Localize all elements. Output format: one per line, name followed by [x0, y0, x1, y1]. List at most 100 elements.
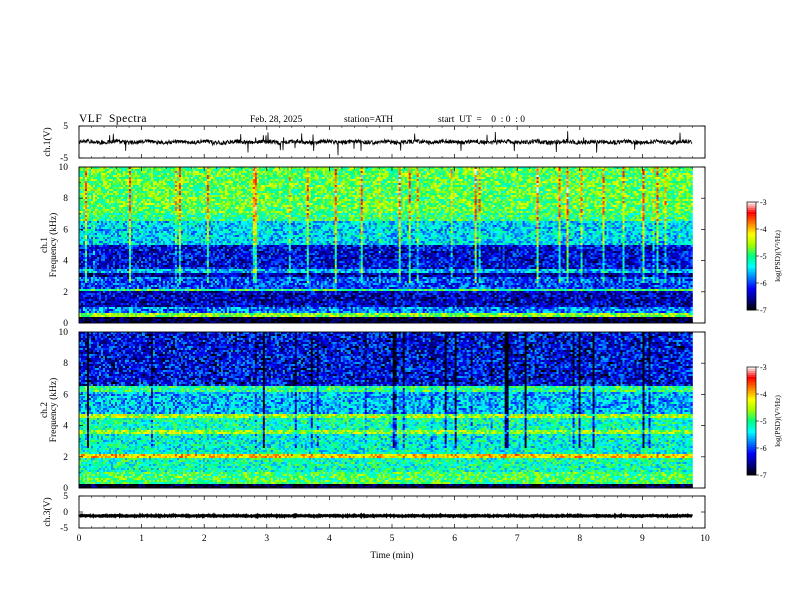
colorbar-cell	[747, 417, 756, 420]
colorbar-cell	[747, 218, 756, 221]
y-tick-label: 4	[63, 422, 68, 432]
colorbar-cell	[747, 212, 756, 215]
colorbar-cell	[747, 433, 756, 436]
colorbar-cell	[747, 286, 756, 289]
colorbar-cell	[747, 415, 756, 418]
colorbar-cell	[747, 385, 756, 388]
colorbar-cell	[747, 419, 756, 422]
y-tick-label: -5	[60, 524, 68, 534]
colorbar-tick-label: -3	[760, 363, 767, 372]
colorbar-cell	[747, 369, 756, 372]
colorbar-cell	[747, 451, 756, 454]
colorbar-cell	[747, 294, 756, 297]
colorbar-cell	[747, 395, 756, 398]
ch2-spectrogram-ylabel-units: Frequency (kHz)	[48, 378, 59, 443]
colorbar-cell	[747, 445, 756, 448]
x-tick-label: 4	[327, 534, 332, 544]
colorbar-cell	[747, 214, 756, 217]
colorbar-cell	[747, 373, 756, 376]
ch1-spectrogram-ylabel-units: Frequency (kHz)	[48, 213, 59, 278]
y-tick-label: -5	[60, 154, 68, 164]
colorbar-cell	[747, 455, 756, 458]
colorbar-cell	[747, 276, 756, 279]
colorbar-cell	[747, 248, 756, 251]
colorbar-cell	[747, 266, 756, 269]
colorbar-cell	[747, 204, 756, 207]
y-tick-label: 8	[63, 359, 68, 369]
colorbar-cell	[747, 238, 756, 241]
colorbar-cell	[747, 459, 756, 462]
colorbar-cell	[747, 226, 756, 229]
colorbar-cell	[747, 258, 756, 261]
x-tick-label: 1	[139, 534, 144, 544]
colorbar-cell	[747, 232, 756, 235]
colorbar-cell	[747, 431, 756, 434]
y-tick-label: 5	[63, 122, 68, 132]
colorbar-cell	[747, 304, 756, 307]
ch2-spectrogram-colorbar: -3 -4 -5 -6 -7 log(PSD)(V²/Hz)	[746, 363, 782, 480]
colorbar-cell	[747, 270, 756, 273]
start-time-label: start UT = 0 : 0 : 0	[438, 115, 525, 125]
ch3-waveform-frame	[78, 495, 706, 529]
colorbar-cell	[747, 379, 756, 382]
colorbar-cell	[747, 383, 756, 386]
colorbar-cell	[747, 208, 756, 211]
colorbar-tick-label: -7	[760, 306, 767, 315]
colorbar-cell	[747, 216, 756, 219]
y-tick-label: 0	[63, 484, 68, 494]
x-tick-label: 9	[640, 534, 645, 544]
ch1-waveform-ylabel: ch.1(V)	[42, 127, 53, 156]
colorbar-cell	[747, 443, 756, 446]
colorbar-cell	[747, 465, 756, 468]
colorbar-cell	[747, 387, 756, 390]
colorbar-cell	[747, 469, 756, 472]
x-tick-label: 10	[700, 534, 710, 544]
colorbar-cell	[747, 401, 756, 404]
colorbar-cell	[747, 393, 756, 396]
figure-title: VLF Spectra	[79, 113, 147, 125]
colorbar-cell	[747, 308, 756, 311]
colorbar-cell	[747, 423, 756, 426]
colorbar-cell	[747, 230, 756, 233]
ch1-spectrogram-ylabel: ch.1	[40, 237, 50, 253]
colorbar-cell	[747, 449, 756, 452]
colorbar-cell	[747, 447, 756, 450]
colorbar-cell	[747, 375, 756, 378]
colorbar-cell	[747, 421, 756, 424]
colorbar-cell	[747, 435, 756, 438]
colorbar-cell	[747, 256, 756, 259]
colorbar-cell	[747, 278, 756, 281]
ch1-spectrogram-colorbar: -3 -4 -5 -6 -7 log(PSD)(V²/Hz)	[746, 198, 782, 315]
y-tick-label: 2	[63, 288, 68, 298]
colorbar-cell	[747, 292, 756, 295]
colorbar-cell	[747, 461, 756, 464]
colorbar-cell	[747, 274, 756, 277]
colorbar-cell	[747, 391, 756, 394]
colorbar-cell	[747, 252, 756, 255]
ch1-waveform-trace	[78, 131, 693, 156]
colorbar-cell	[747, 260, 756, 263]
colorbar-cell	[747, 306, 756, 309]
colorbar-cell	[747, 290, 756, 293]
y-tick-label: 2	[63, 453, 68, 463]
colorbar-cell	[747, 254, 756, 257]
colorbar-cell	[747, 453, 756, 456]
x-tick-label: 8	[577, 534, 582, 544]
y-tick-label: 8	[63, 194, 68, 204]
colorbar-tick-label: -6	[760, 279, 767, 288]
ch2-spectrogram-ylabel: ch.2	[40, 402, 50, 418]
colorbar-cell	[747, 240, 756, 243]
colorbar-cell	[747, 298, 756, 301]
colorbar-cell	[747, 224, 756, 227]
y-tick-label: 0	[63, 319, 68, 329]
colorbar-cell	[747, 441, 756, 444]
colorbar-cell	[747, 467, 756, 470]
colorbar-cell	[747, 242, 756, 245]
colorbar-cell	[747, 411, 756, 414]
x-tick-label: 5	[390, 534, 395, 544]
x-tick-label: 3	[264, 534, 269, 544]
colorbar-cell	[747, 272, 756, 275]
colorbar-cell	[747, 413, 756, 416]
x-tick-label: 0	[77, 534, 82, 544]
colorbar-cell	[747, 282, 756, 285]
